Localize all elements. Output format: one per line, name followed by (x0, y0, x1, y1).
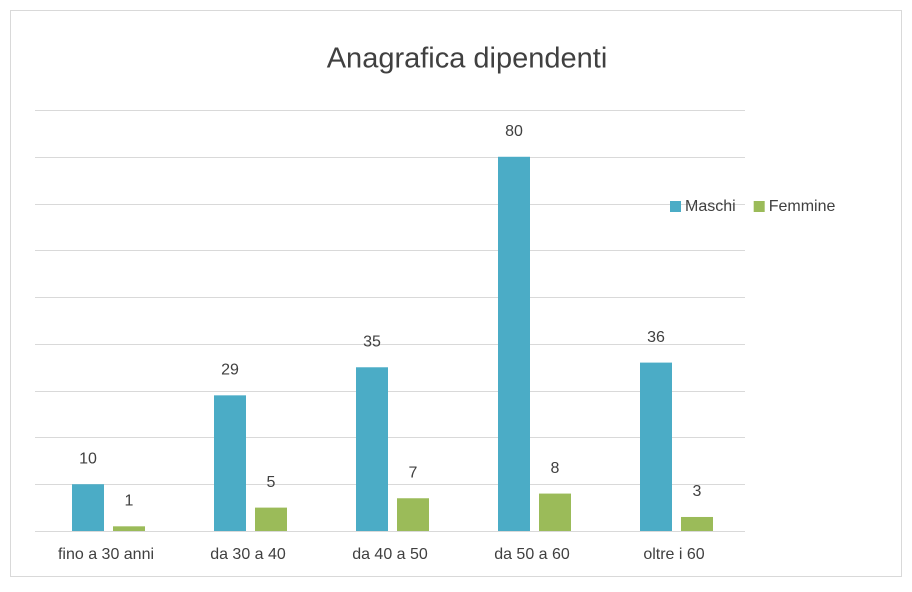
bar (397, 498, 429, 531)
legend-label: Femmine (769, 198, 836, 215)
bar (539, 493, 571, 531)
bar (498, 156, 530, 531)
x-tick-label: da 40 a 50 (352, 546, 428, 563)
legend-swatch (670, 201, 681, 212)
data-label: 8 (551, 460, 560, 477)
bar (214, 395, 246, 531)
data-label: 36 (647, 329, 665, 346)
x-tick-label: oltre i 60 (643, 546, 704, 563)
data-label: 3 (693, 483, 702, 500)
bar (356, 367, 388, 531)
data-label: 10 (79, 450, 97, 467)
data-label: 29 (221, 362, 239, 379)
chart-title: Anagrafica dipendenti (327, 43, 608, 75)
x-tick-label: da 30 a 40 (210, 546, 286, 563)
bar (681, 516, 713, 531)
x-tick-label: fino a 30 anni (58, 546, 154, 563)
data-label: 1 (125, 493, 134, 510)
legend-label: Maschi (685, 198, 736, 215)
chart-border (10, 10, 902, 577)
bar (72, 484, 104, 531)
data-label: 5 (267, 474, 276, 491)
x-tick-label: da 50 a 60 (494, 546, 570, 563)
bar (255, 507, 287, 531)
data-label: 80 (505, 123, 523, 140)
bar (113, 526, 145, 531)
data-label: 7 (409, 464, 418, 481)
bar (640, 362, 672, 531)
legend-swatch (753, 201, 765, 212)
data-label: 35 (363, 333, 381, 350)
